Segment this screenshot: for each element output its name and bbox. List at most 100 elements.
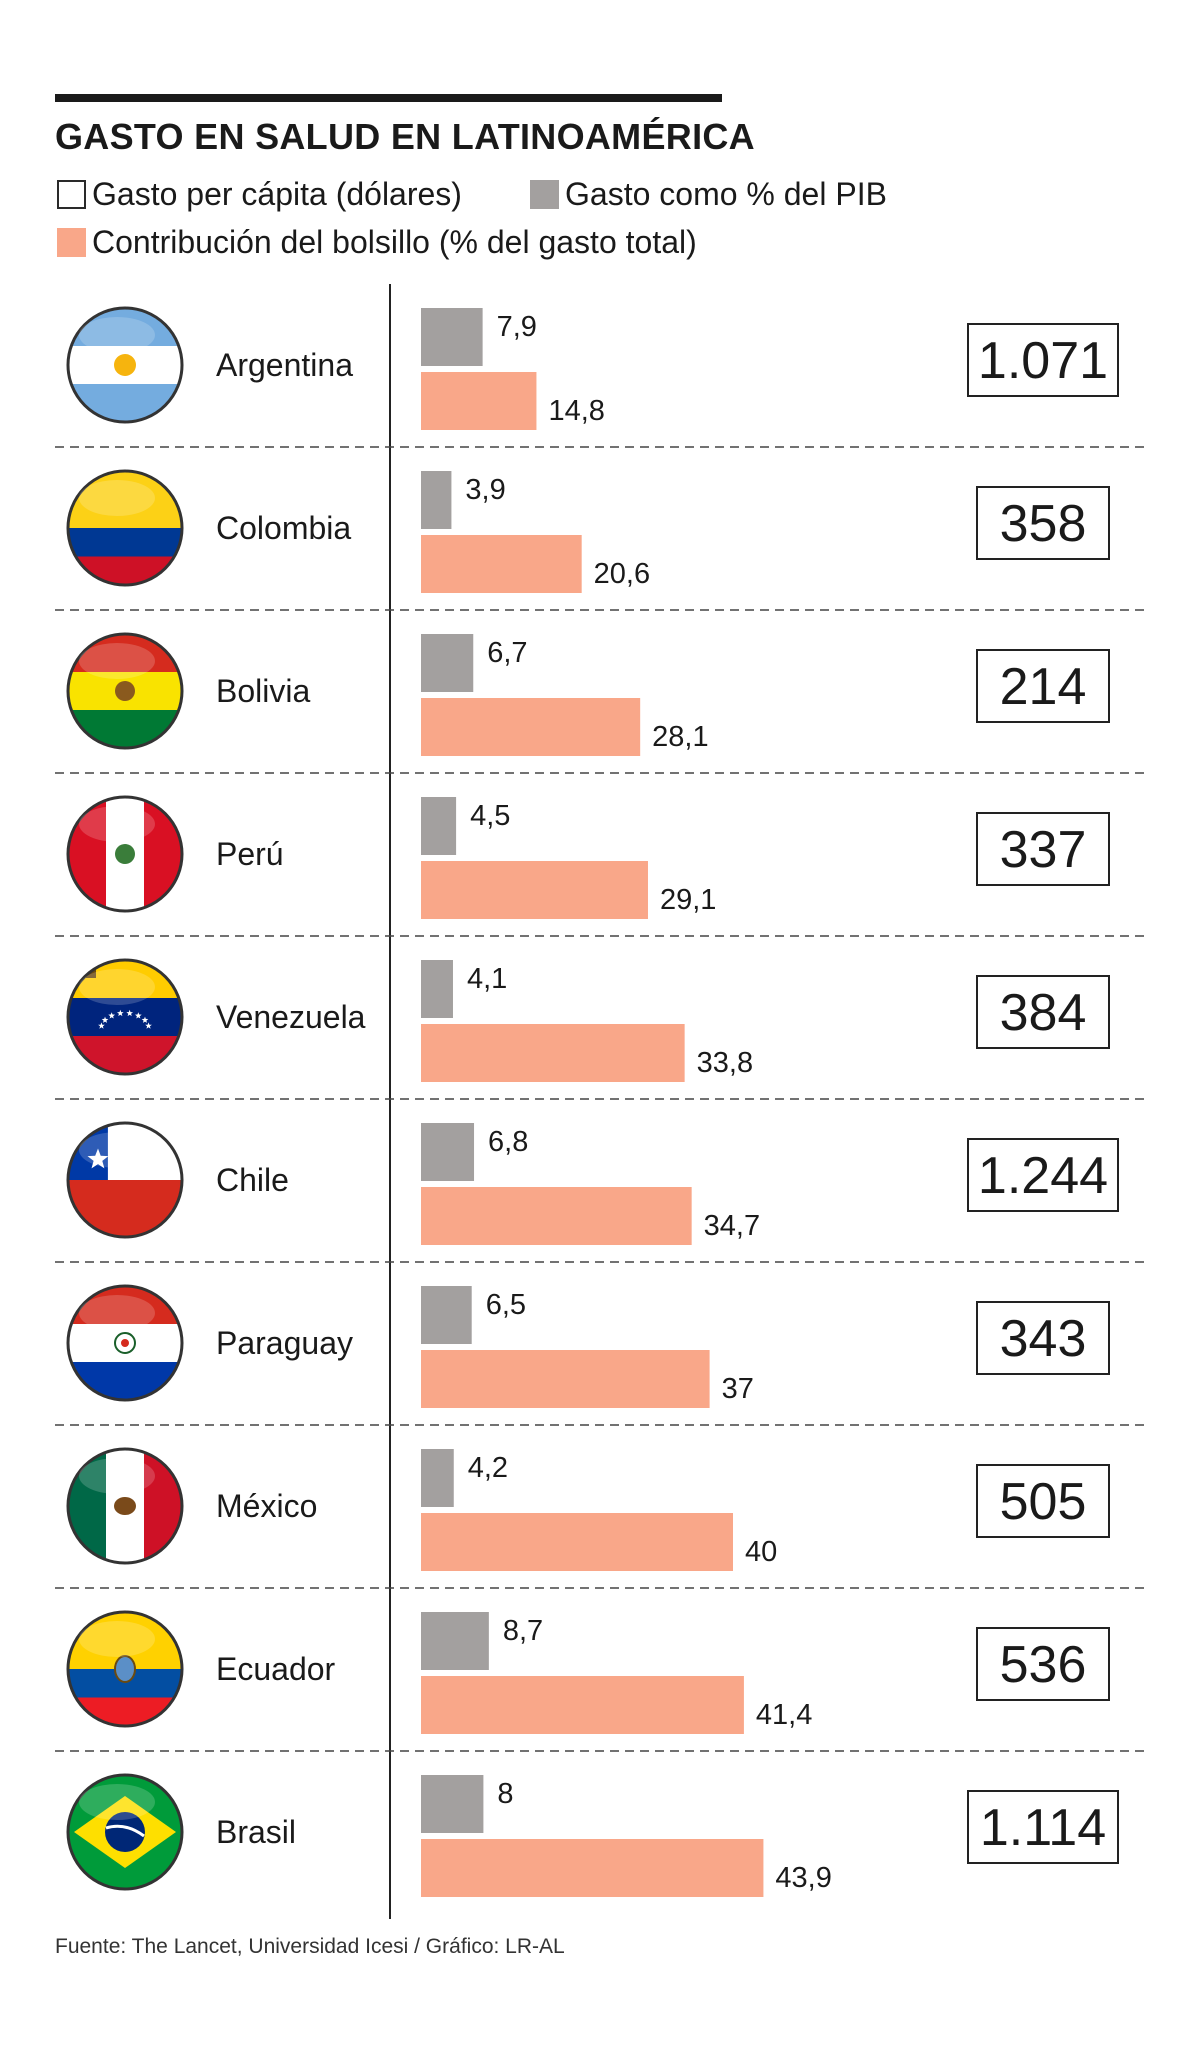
bar-bolsillo (421, 1513, 733, 1571)
brasil-flag-icon (68, 1775, 182, 1889)
percapita-box (976, 649, 1110, 723)
label-pib: 6,8 (488, 1126, 528, 1158)
percapita-box (967, 1790, 1119, 1864)
chart-title: GASTO EN SALUD EN LATINOAMÉRICA (55, 116, 755, 157)
flag-gloss (79, 643, 155, 679)
coat-of-arms (114, 1655, 136, 1683)
flag-ring (66, 632, 184, 750)
flag-stripe (68, 1362, 182, 1400)
coat-of-arms (115, 681, 135, 701)
flag-stripe (68, 1180, 182, 1237)
bar-bolsillo (421, 372, 537, 430)
label-pib: 3,9 (465, 474, 505, 506)
row-paraguay: Paraguay 6,5 37 343 (55, 1284, 1145, 1426)
row-ecuador: Ecuador 8,7 41,4 536 (55, 1610, 1145, 1752)
flag-star (98, 1022, 105, 1029)
bar-pib (421, 634, 474, 692)
flag-stripe (144, 797, 182, 911)
row-colombia: Colombia 3,9 20,6 358 (55, 469, 1145, 611)
bar-bolsillo (421, 1839, 764, 1897)
flag-ring (66, 469, 184, 587)
flag-gloss (79, 317, 155, 353)
label-bolsillo: 37 (722, 1373, 754, 1405)
bar-pib (421, 1286, 472, 1344)
percapita-box (967, 323, 1119, 397)
bar-bolsillo (421, 1187, 692, 1245)
legend-label-pib: Gasto como % del PIB (565, 176, 887, 212)
country-label: Perú (216, 836, 284, 872)
flag-ring (66, 1121, 184, 1239)
legend-label-per-capita: Gasto per cápita (dólares) (92, 176, 462, 212)
eagle-emblem (114, 1497, 136, 1515)
flag-gloss (79, 480, 155, 516)
legend-bolsillo: Contribución del bolsillo (% del gasto t… (57, 224, 697, 261)
label-pib: 8 (497, 1778, 513, 1810)
row-bolivia: Bolivia 6,7 28,1 214 (55, 632, 1145, 774)
bar-bolsillo (421, 535, 582, 593)
title-rule (55, 94, 722, 102)
label-pib: 4,5 (470, 800, 510, 832)
label-pib: 6,5 (486, 1289, 526, 1321)
percapita-value: 358 (1000, 495, 1087, 553)
row-argentina: Argentina 7,9 14,8 1.071 (55, 306, 1145, 448)
bolivia-flag-icon (68, 634, 182, 748)
source-note: Fuente: The Lancet, Universidad Icesi / … (55, 1935, 565, 1958)
flag-ring (66, 1447, 184, 1565)
flag-ring (66, 1284, 184, 1402)
label-pib: 4,2 (468, 1452, 508, 1484)
flag-gloss (79, 1621, 155, 1657)
row-mxico: México 4,2 40 505 (55, 1447, 1145, 1589)
label-bolsillo: 20,6 (594, 558, 650, 590)
country-label: Colombia (216, 510, 351, 546)
flag-gloss (79, 1132, 155, 1168)
flag-star (108, 1012, 115, 1019)
percapita-value: 536 (1000, 1636, 1087, 1694)
bar-bolsillo (421, 1024, 685, 1082)
percapita-box (976, 1464, 1110, 1538)
label-bolsillo: 33,8 (697, 1047, 753, 1079)
flag-stripe (68, 1036, 182, 1074)
country-label: México (216, 1488, 317, 1524)
percapita-value: 505 (1000, 1473, 1087, 1531)
percapita-value: 1.071 (978, 332, 1108, 390)
row-chile: Chile 6,8 34,7 1.244 (55, 1121, 1145, 1263)
legend-swatch-gray (530, 180, 559, 209)
flag-star (117, 1009, 124, 1017)
flag-gloss (79, 1295, 155, 1331)
percapita-value: 384 (1000, 984, 1087, 1042)
percapita-box (976, 975, 1110, 1049)
flag-ring (66, 1773, 184, 1891)
seal-center (121, 1339, 129, 1347)
label-pib: 7,9 (497, 311, 537, 343)
legend-swatch-white (57, 180, 86, 209)
percapita-box (976, 812, 1110, 886)
label-bolsillo: 40 (745, 1536, 777, 1568)
flag-gloss (79, 1784, 155, 1820)
bar-pib (421, 1449, 454, 1507)
bar-bolsillo (421, 861, 648, 919)
flag-star (101, 1016, 109, 1023)
bar-bolsillo (421, 698, 641, 756)
flag-gloss (79, 1458, 155, 1494)
coat-of-arms (115, 844, 135, 864)
bar-pib (421, 1775, 484, 1833)
percapita-box (976, 486, 1110, 560)
bar-pib (421, 1123, 475, 1181)
percapita-box (976, 1627, 1110, 1701)
bar-bolsillo (421, 1350, 710, 1408)
percapita-value: 1.114 (980, 1799, 1106, 1857)
row-brasil: Brasil 8 43,9 1.114 (66, 1773, 1119, 1897)
flag-stripe (68, 384, 182, 422)
label-pib: 6,7 (487, 637, 527, 669)
flag-stripe (68, 710, 182, 748)
flag-ring (66, 1610, 184, 1728)
country-label: Brasil (216, 1814, 296, 1850)
flag-band (105, 1824, 145, 1838)
flag-star (141, 1016, 149, 1023)
flag-gloss (79, 806, 155, 842)
flag-stripe (144, 1449, 182, 1563)
label-bolsillo: 29,1 (660, 884, 716, 916)
percapita-box (976, 1301, 1110, 1375)
